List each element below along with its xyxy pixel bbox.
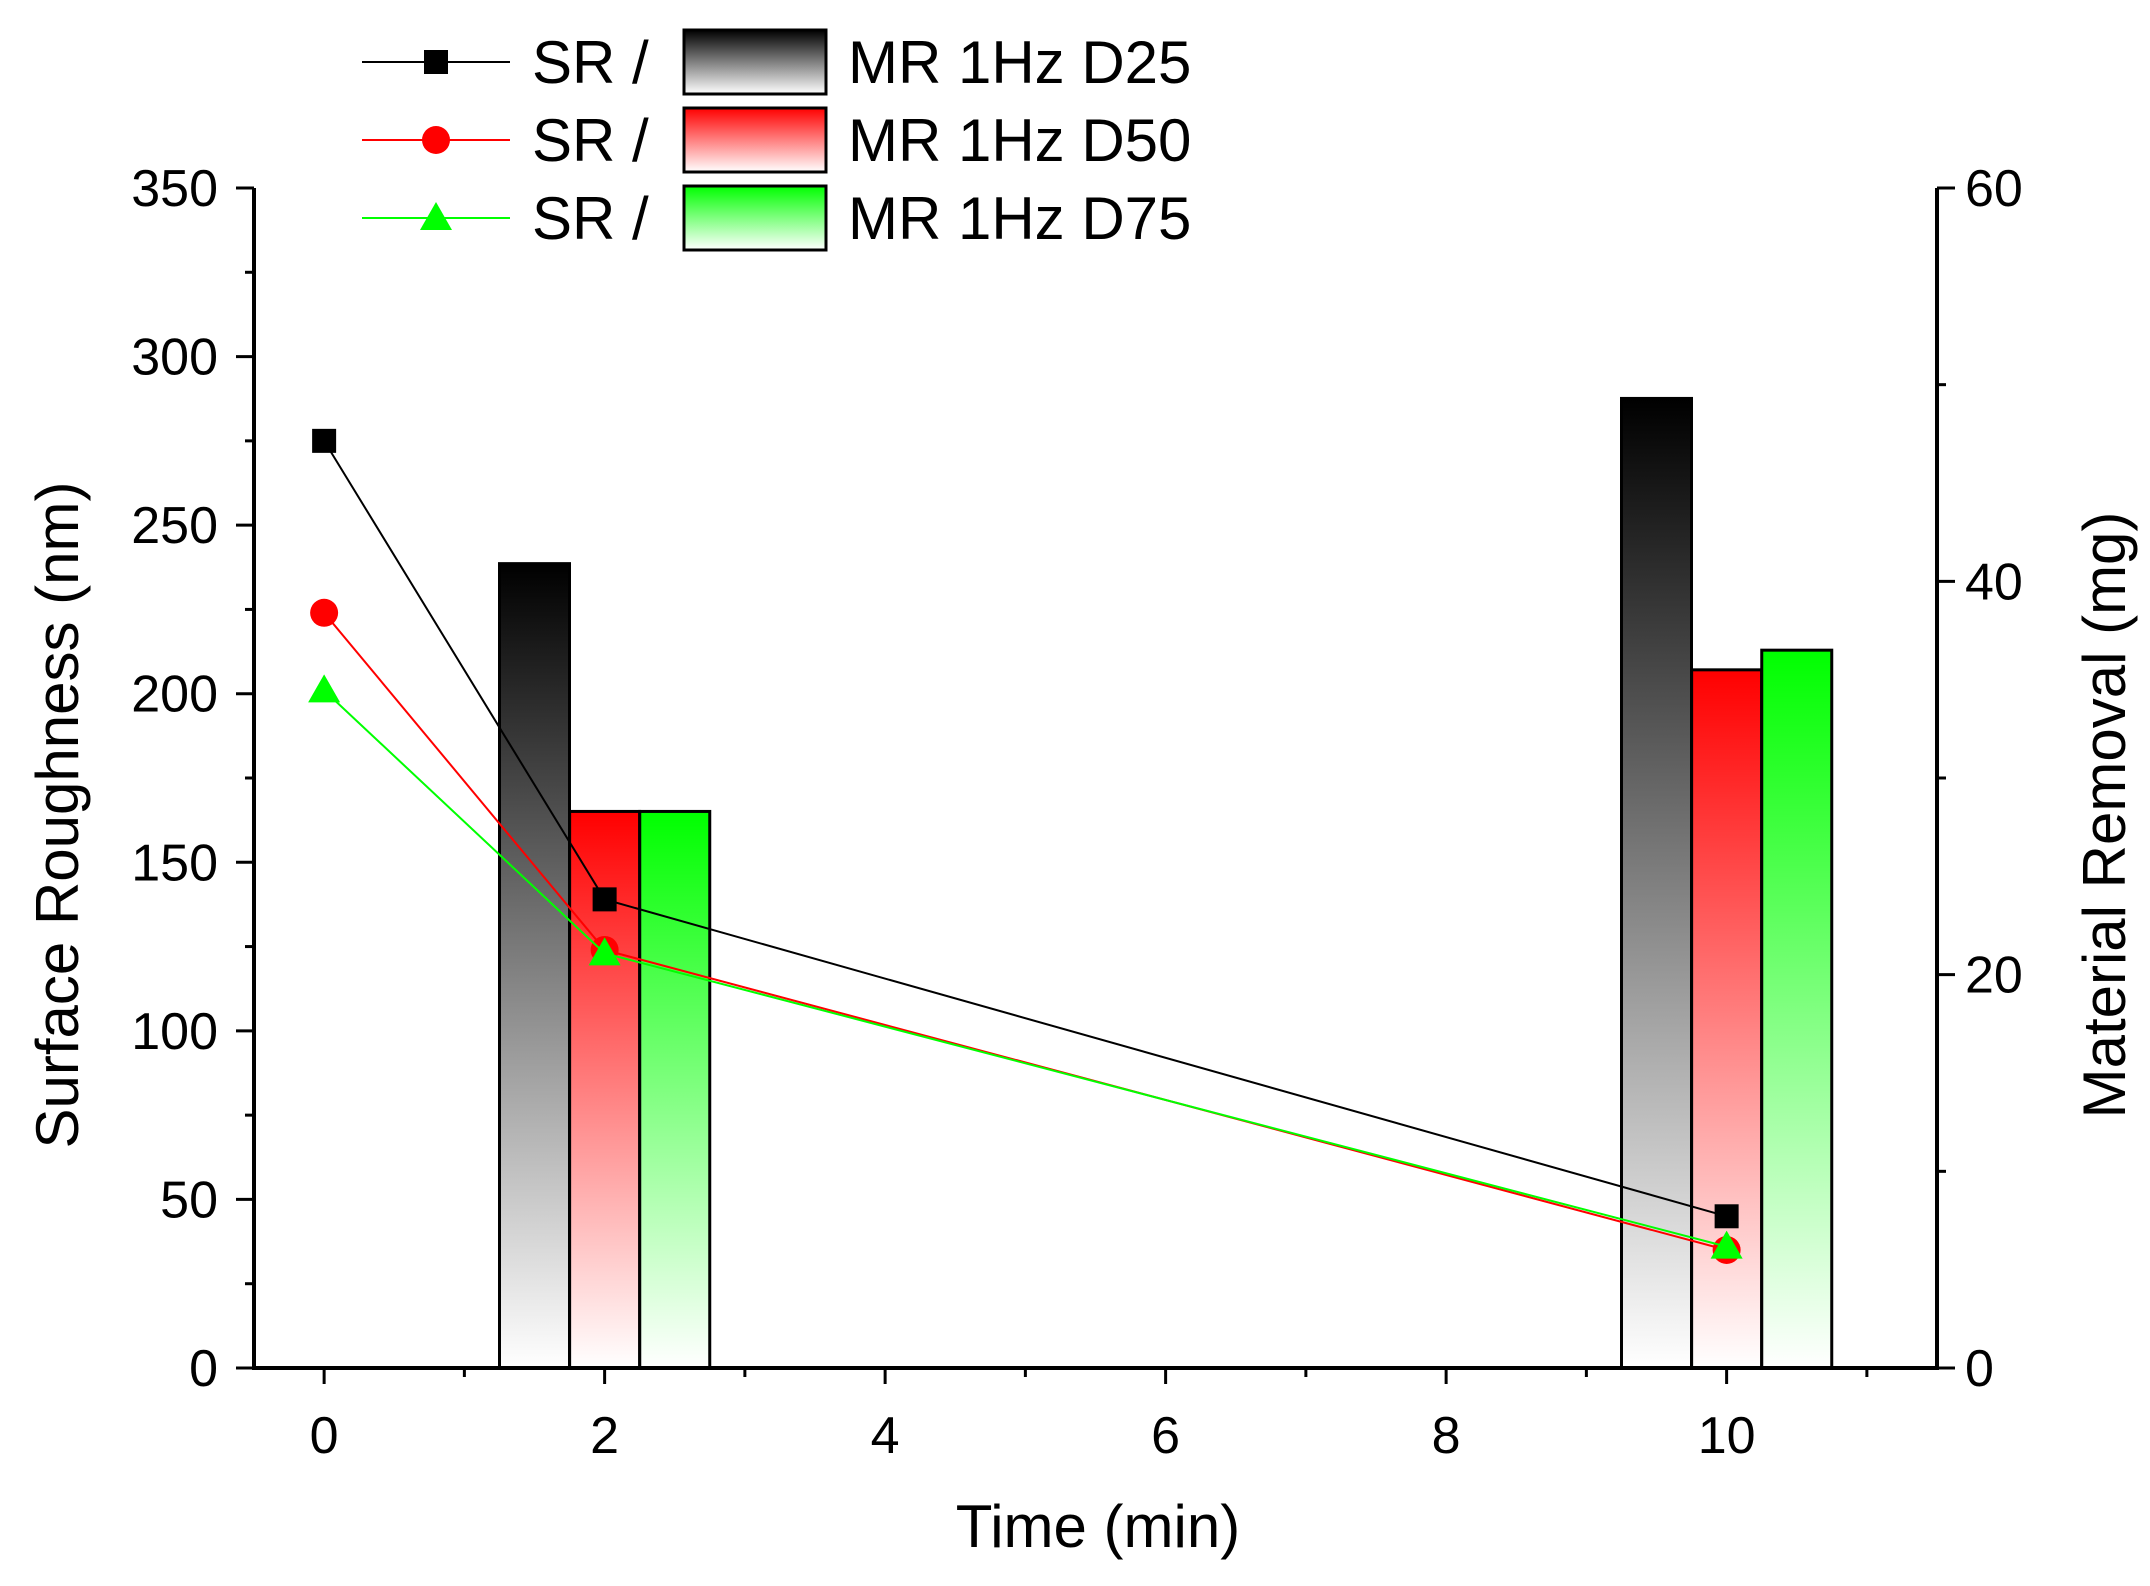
y-left-tick-label: 50 [160, 1171, 218, 1229]
y-right-tick-label: 40 [1965, 553, 2023, 611]
legend-marker-1 [422, 126, 450, 154]
y-right-tick-label: 0 [1965, 1340, 1994, 1398]
legend-prefix: SR / [532, 29, 649, 96]
point-2-0 [308, 674, 341, 703]
x-tick-label: 4 [871, 1407, 900, 1465]
x-tick-label: 0 [310, 1407, 339, 1465]
lines-layer [308, 428, 1743, 1264]
legend: SR / MR 1Hz D25 SR / MR 1Hz D50 SR / MR 1Hz D… [362, 28, 1191, 252]
legend-prefix: SR / [532, 107, 649, 174]
y-left-tick-label: 250 [131, 497, 218, 555]
point-1-0 [310, 598, 339, 627]
y-right-tick-label: 20 [1965, 947, 2023, 1005]
legend-label-1: MR 1Hz D50 [848, 107, 1191, 174]
point-0-1 [592, 887, 617, 912]
x-tick-label: 8 [1432, 1407, 1461, 1465]
legend-label-2: MR 1Hz D75 [848, 185, 1191, 252]
y-left-tick-label: 150 [131, 834, 218, 892]
point-0-2 [1714, 1204, 1739, 1229]
point-0-0 [312, 428, 337, 453]
y-right-tick-label: 60 [1965, 160, 2023, 218]
bar-0-0 [498, 562, 571, 1370]
bar-2-1 [1760, 648, 1834, 1370]
y-axis-right-title: Material Removal (mg) [2071, 512, 2138, 1119]
legend-swatch-0 [682, 28, 828, 96]
y-left-tick-label: 200 [131, 666, 218, 724]
y-left-tick-label: 300 [131, 329, 218, 387]
legend-swatch-1 [682, 106, 828, 174]
x-tick-label: 10 [1698, 1407, 1756, 1465]
bar-2-0 [638, 809, 712, 1370]
legend-label-0: MR 1Hz D25 [848, 29, 1191, 96]
bars-layer [498, 396, 1834, 1370]
y-left-tick-label: 100 [131, 1003, 218, 1061]
y-axis-left-title: Surface Roughness (nm) [24, 482, 91, 1149]
x-tick-label: 2 [590, 1407, 619, 1465]
x-axis-title: Time (min) [956, 1493, 1240, 1560]
legend-marker-0 [424, 50, 448, 74]
point-2-1 [588, 937, 621, 966]
bar-0-1 [1620, 396, 1693, 1370]
y-left-tick-label: 0 [189, 1340, 218, 1398]
y-left-tick-label: 350 [131, 160, 218, 218]
x-tick-label: 6 [1151, 1407, 1180, 1465]
legend-marker-2 [420, 202, 452, 230]
point-2-2 [1710, 1230, 1743, 1259]
legend-prefix: SR / [532, 185, 649, 252]
legend-swatch-2 [682, 184, 828, 252]
